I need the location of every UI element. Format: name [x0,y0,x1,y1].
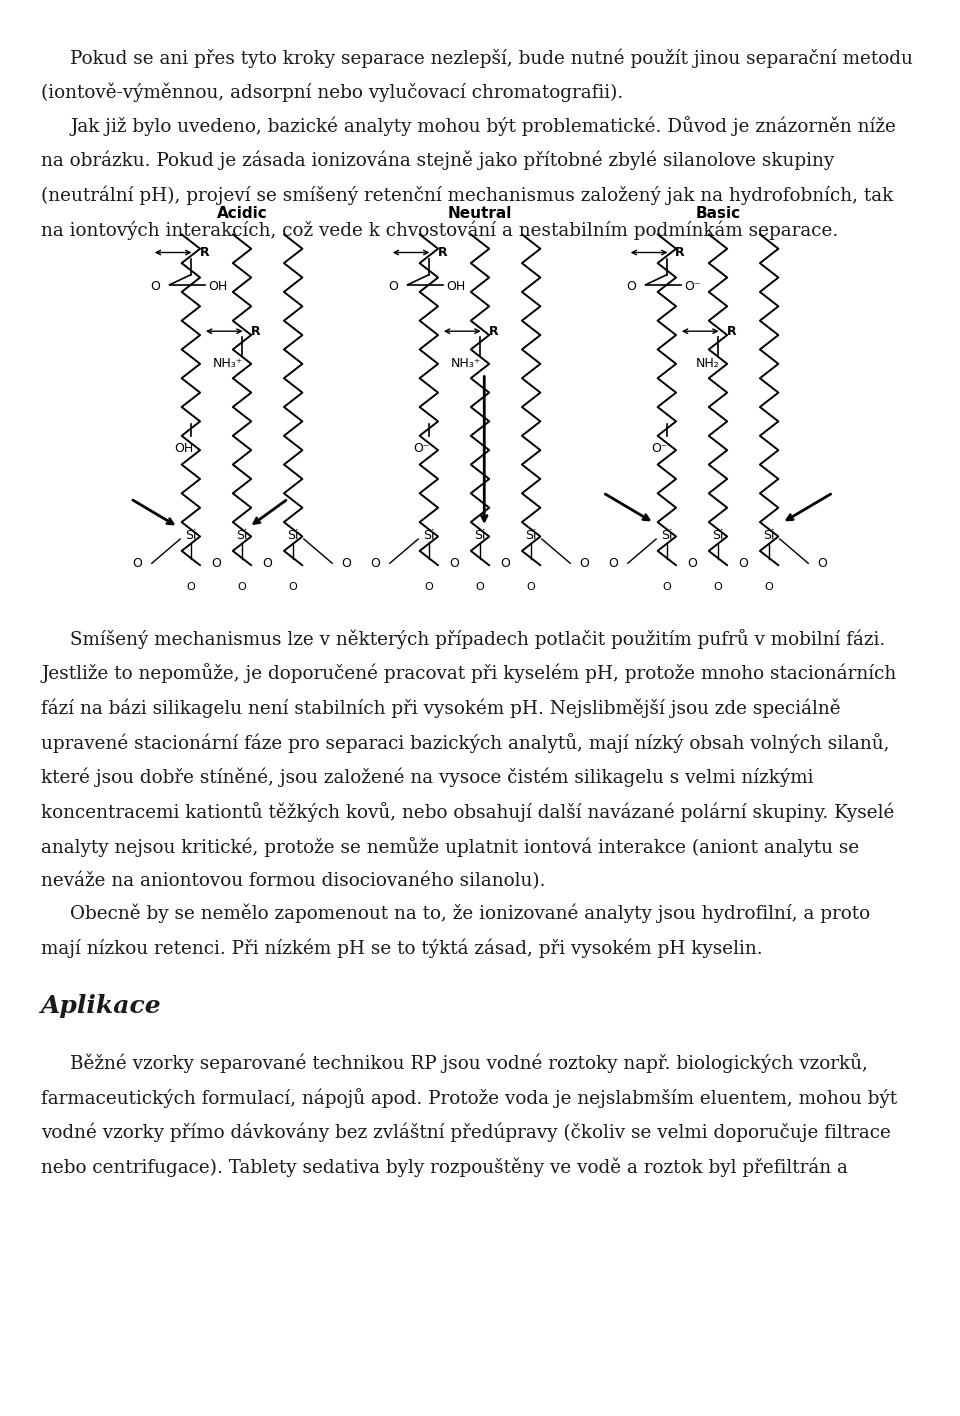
Text: O: O [500,556,511,569]
Text: (iontově-výměnnou, adsorpní nebo vylučovací chromatografii).: (iontově-výměnnou, adsorpní nebo vylučov… [41,82,624,102]
Text: nebo centrifugace). Tablety sedativa byly rozpouštěny ve vodě a roztok byl přefi: nebo centrifugace). Tablety sedativa byl… [41,1158,848,1177]
Text: O: O [626,280,636,293]
Text: R: R [727,324,736,337]
Text: NH₂: NH₂ [695,357,719,370]
Text: analyty nejsou kritické, protože se nemůže uplatnit iontová interakce (aniont an: analyty nejsou kritické, protože se nemů… [41,837,859,857]
Text: Si: Si [287,528,299,541]
Text: R: R [676,246,685,259]
Text: O: O [389,280,398,293]
Text: Acidic: Acidic [217,207,268,221]
Text: Si: Si [236,528,248,541]
Text: neváže na aniontovou formou disociovaného silanolu).: neváže na aniontovou formou disociovanéh… [41,871,546,891]
Text: Jak již bylo uvedeno, bazické analyty mohou být problematické. Důvod je znázorně: Jak již bylo uvedeno, bazické analyty mo… [70,116,896,136]
Text: NH₃⁺: NH₃⁺ [212,357,243,370]
Text: Si: Si [712,528,724,541]
Text: na obrázku. Pokud je zásada ionizována stejně jako přítobné zbylé silanolove sku: na obrázku. Pokud je zásada ionizována s… [41,150,834,170]
Text: R: R [251,324,260,337]
Text: O: O [527,582,536,592]
Text: fází na bázi silikagelu není stabilních při vysokém pH. Nejslibmější jsou zde sp: fází na bázi silikagelu není stabilních … [41,698,841,718]
Text: Si: Si [763,528,775,541]
Text: Basic: Basic [695,207,740,221]
Text: O: O [713,582,722,592]
Text: R: R [438,246,447,259]
Text: farmaceutických formulací, nápojů apod. Protože voda je nejslabmším eluentem, mo: farmaceutických formulací, nápojů apod. … [41,1087,898,1109]
Text: OH: OH [208,280,228,293]
Text: Si: Si [423,528,435,541]
Text: O: O [238,582,247,592]
Text: O⁻: O⁻ [414,442,430,455]
Text: NH₃⁺: NH₃⁺ [450,357,481,370]
Text: Si: Si [661,528,673,541]
Text: O: O [765,582,774,592]
Text: O: O [289,582,298,592]
Text: O: O [186,582,195,592]
Text: O: O [151,280,160,293]
Text: Si: Si [185,528,197,541]
Text: O: O [371,556,380,569]
Text: R: R [489,324,498,337]
Text: O: O [738,556,749,569]
Text: O: O [211,556,222,569]
Text: O: O [687,556,697,569]
Text: O: O [609,556,618,569]
Text: O: O [818,556,828,569]
Text: O: O [580,556,589,569]
Text: O⁻: O⁻ [684,280,701,293]
Text: OH: OH [174,442,193,455]
Text: O: O [424,582,433,592]
Text: O: O [475,582,485,592]
Text: na iontových interakcích, což vede k chvostování a nestabilním podmínkám separac: na iontových interakcích, což vede k chv… [41,219,838,239]
Text: Obecně by se nemělo zapomenout na to, že ionizované analyty jsou hydrofilní, a p: Obecně by se nemělo zapomenout na to, že… [70,903,870,923]
Text: které jsou dobře stíněné, jsou založené na vysoce čistém silikagelu s velmi nízk: které jsou dobře stíněné, jsou založené … [41,767,814,787]
Text: O: O [342,556,351,569]
Text: O: O [132,556,142,569]
Text: Aplikace: Aplikace [41,994,162,1018]
Text: O: O [263,556,273,569]
Text: Si: Si [474,528,486,541]
Text: Smíšený mechanismus lze v některých případech potlačit použitím pufrů v mobilní : Smíšený mechanismus lze v některých příp… [70,629,885,649]
Text: Si: Si [525,528,537,541]
Text: OH: OH [446,280,466,293]
Text: koncentracemi kationtů těžkých kovů, nebo obsahují další navázané polární skupin: koncentracemi kationtů těžkých kovů, neb… [41,801,895,823]
Text: Neutral: Neutral [447,207,513,221]
Text: R: R [200,246,209,259]
Text: O⁻: O⁻ [652,442,668,455]
Text: upravené stacionární fáze pro separaci bazických analytů, mají nízký obsah volný: upravené stacionární fáze pro separaci b… [41,732,890,753]
Text: mají nízkou retenci. Při nízkém pH se to týktá zásad, při vysokém pH kyselin.: mají nízkou retenci. Při nízkém pH se to… [41,939,763,957]
Text: O: O [449,556,460,569]
Text: O: O [662,582,671,592]
Text: Pokud se ani přes tyto kroky separace nezlepší, bude nutné použít jinou separačn: Pokud se ani přes tyto kroky separace ne… [70,48,913,68]
Text: (neutrální pH), projeví se smíšený retenční mechanismus založený jak na hydrofob: (neutrální pH), projeví se smíšený reten… [41,185,894,205]
Text: Jestliže to nepomůže, je doporučené pracovat při kyselém pH, protože mnoho staci: Jestliže to nepomůže, je doporučené prac… [41,663,897,684]
Text: vodné vzorky přímo dávkovány bez zvláštní předúpravy (čkoliv se velmi doporučuje: vodné vzorky přímo dávkovány bez zvláštn… [41,1123,891,1143]
Text: Běžné vzorky separované technikou RP jsou vodné roztoky např. biologických vzork: Běžné vzorky separované technikou RP jso… [70,1054,868,1073]
